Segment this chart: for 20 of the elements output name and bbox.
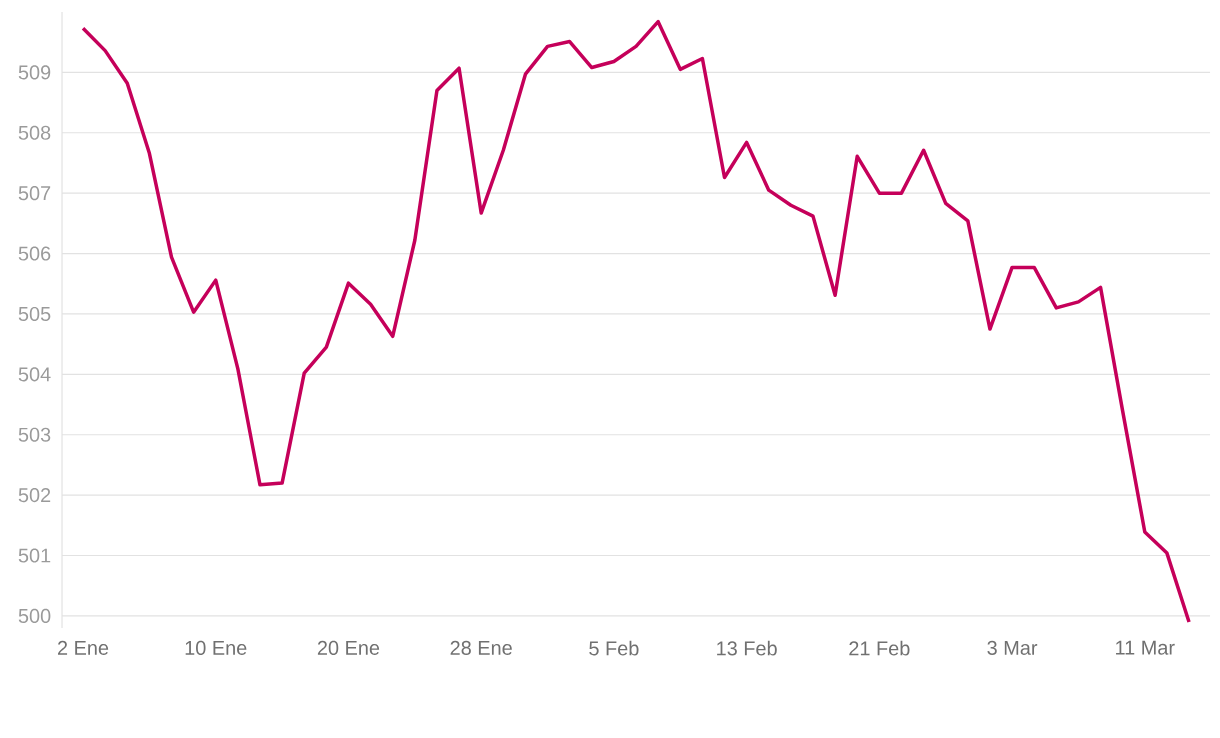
x-tick-label: 13 Feb [717,640,777,656]
y-tick-label: 503 [18,427,51,442]
x-tick-label: 21 Feb [849,640,910,656]
y-tick-label: 507 [18,186,51,201]
line-series [81,19,1191,624]
y-tick-label: 506 [18,246,51,261]
y-tick-label: 505 [18,306,51,321]
x-tick-label: 2 Ene [57,640,109,655]
y-tick-label: 508 [18,125,51,140]
y-tick-label: 500 [18,608,51,623]
y-tick-label: 504 [18,367,51,382]
x-tick-label: 5 Feb [589,640,639,656]
x-tick-label: 3 Mar [987,640,1038,655]
x-tick-label: 20 Ene [317,640,380,655]
x-tick-label: 11 Mar [1116,640,1175,655]
y-tick-label: 509 [18,65,51,80]
y-tick-label: 502 [18,488,51,503]
x-tick-label: 10 Ene [185,640,247,655]
x-tick-label: 28 Ene [450,640,512,655]
y-tick-label: 501 [18,548,51,563]
